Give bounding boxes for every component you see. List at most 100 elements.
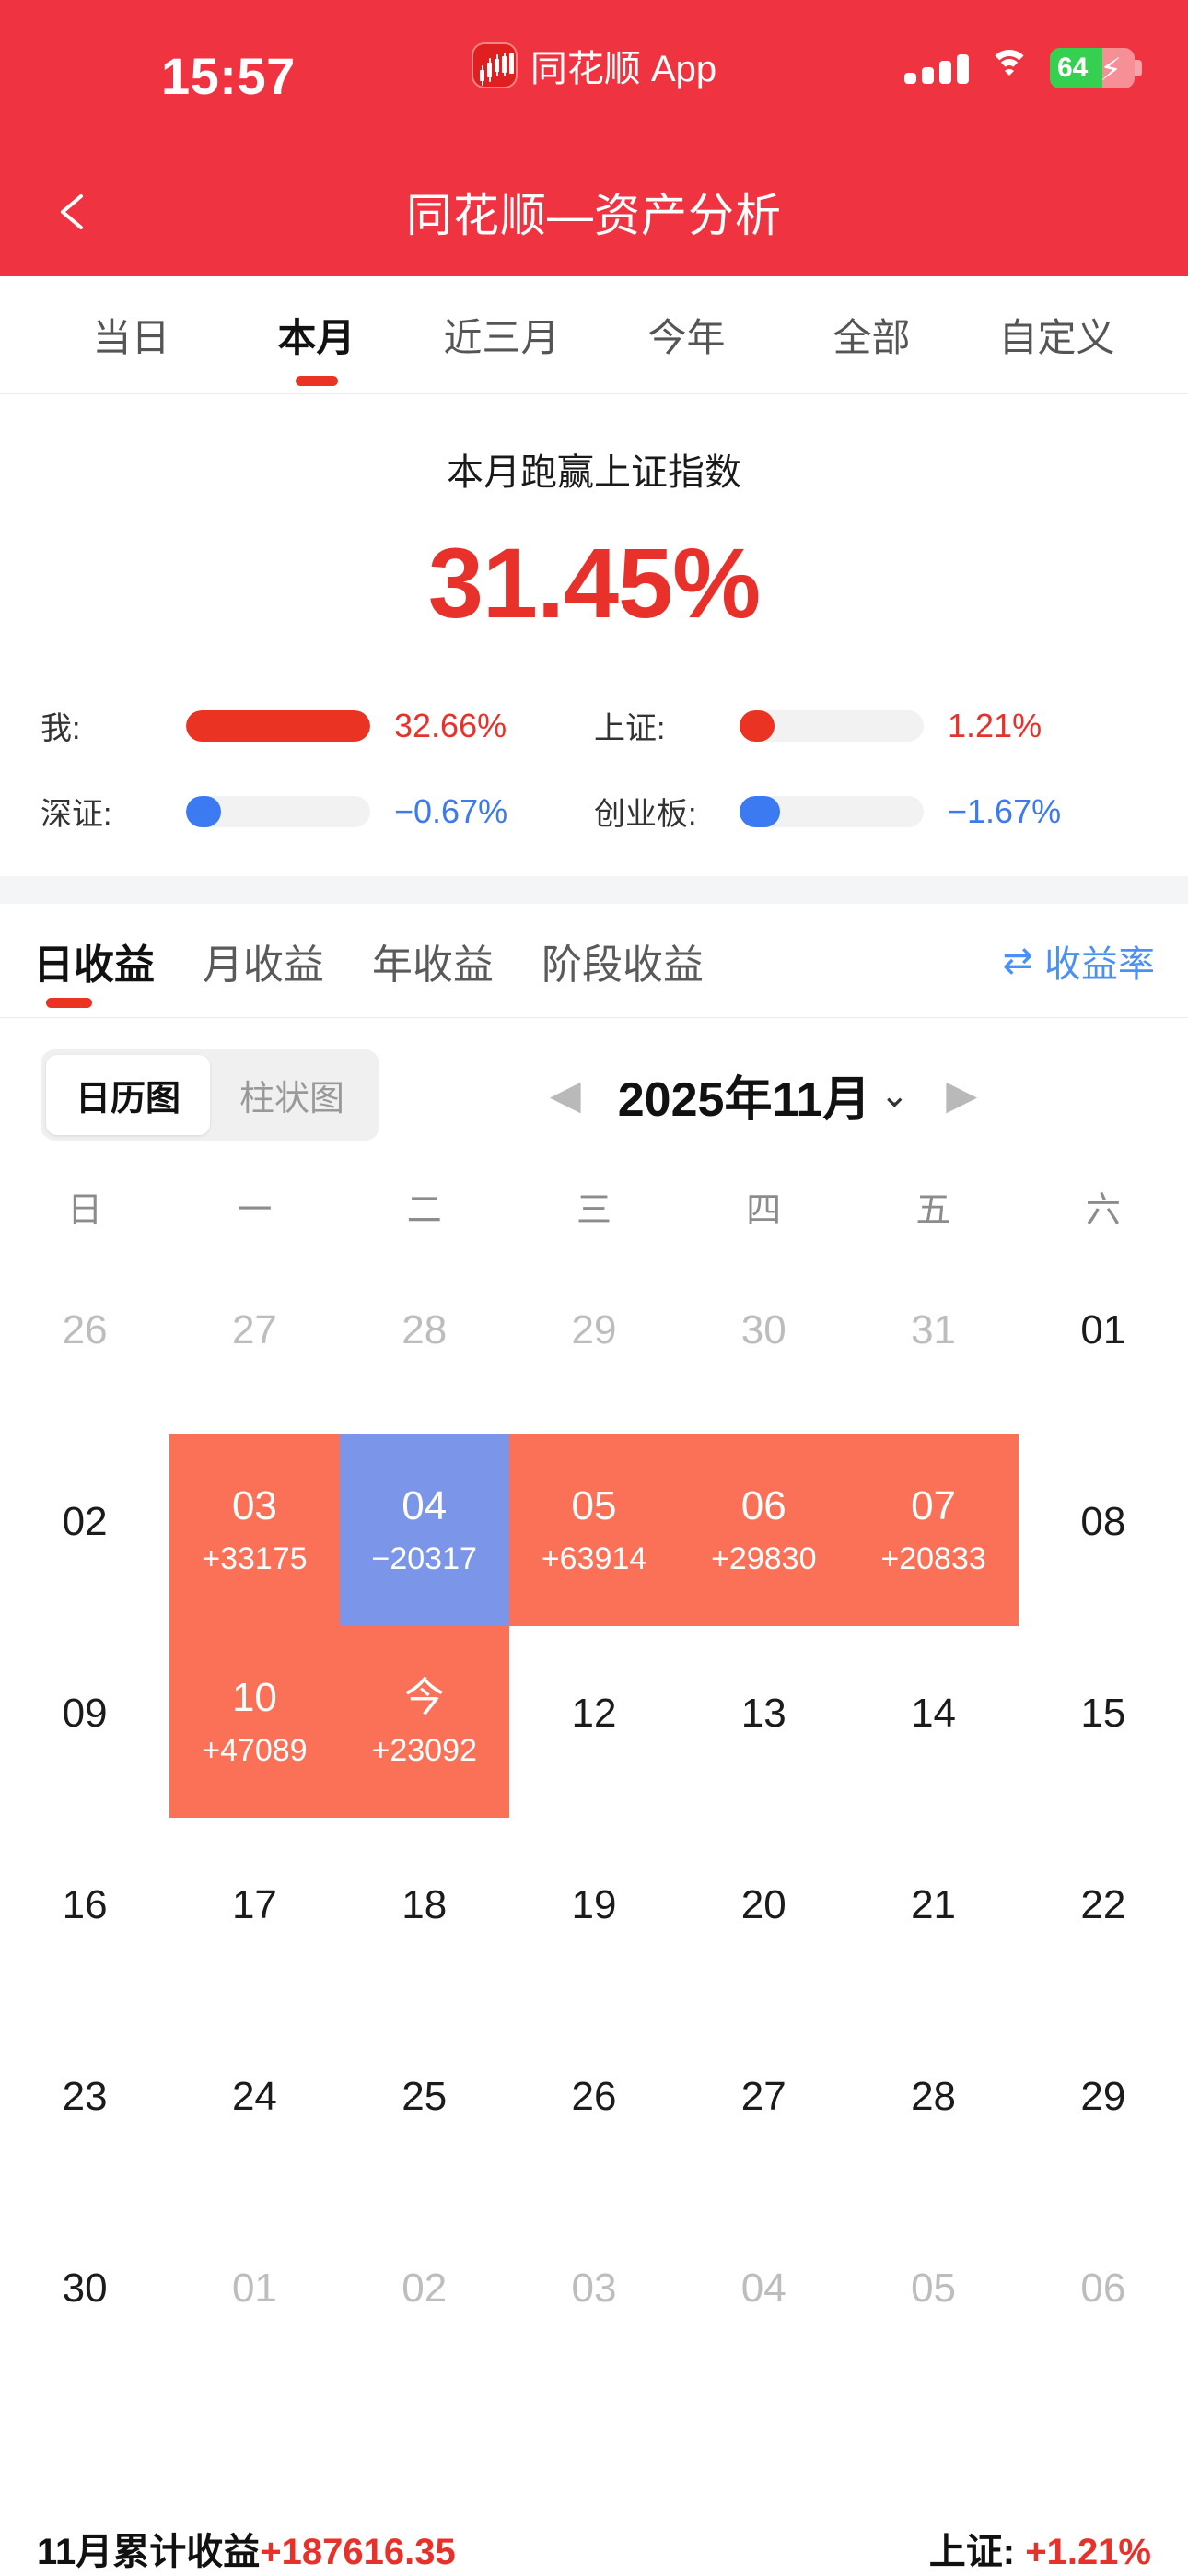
day-number: 25 <box>402 2074 448 2119</box>
calendar-week-row: 09 10 +47089 今 +23092 12 13 14 15 <box>0 1626 1188 1818</box>
view-mode-bar[interactable]: 柱状图 <box>239 1080 345 1118</box>
tab-monthly-income[interactable]: 月收益 <box>203 942 324 988</box>
calendar-day-cell[interactable]: 13 <box>679 1626 848 1818</box>
day-number: 29 <box>1080 2074 1126 2119</box>
calendar-day-cell[interactable]: 26 <box>0 1243 169 1434</box>
wifi-icon <box>987 50 1031 85</box>
status-time: 15:57 <box>161 47 296 105</box>
period-tab-this-month[interactable]: 本月 <box>224 276 409 393</box>
calendar-day-cell[interactable]: 05 <box>848 2201 1018 2393</box>
chevron-left-icon[interactable] <box>53 191 96 233</box>
day-number: 28 <box>402 1307 448 1352</box>
calendar-day-cell[interactable]: 08 <box>1019 1434 1188 1626</box>
tab-stage-income[interactable]: 阶段收益 <box>542 942 704 988</box>
calendar-day-cell[interactable]: 29 <box>509 1243 679 1434</box>
calendar-day-cell[interactable]: 23 <box>0 2009 169 2201</box>
calendar-day-cell[interactable]: 26 <box>509 2009 679 2201</box>
income-calendar: 日 一 二 三 四 五 六 26 27 28 29 30 31 01 02 03… <box>0 1165 1188 2393</box>
calendar-day-cell[interactable]: 21 <box>848 1818 1018 2009</box>
calendar-day-cell[interactable]: 10 +47089 <box>169 1626 340 1818</box>
month-selector[interactable]: 2025年11月 ⌄ <box>618 1060 910 1130</box>
day-number: 30 <box>740 1307 786 1352</box>
period-tab-all[interactable]: 全部 <box>833 316 911 359</box>
calendar-day-cell[interactable]: 02 <box>0 1434 169 1626</box>
calendar-day-cell[interactable]: 30 <box>679 1243 848 1434</box>
calendar-day-cell[interactable]: 27 <box>679 2009 848 2201</box>
period-tab-this-year[interactable]: 今年 <box>647 316 726 359</box>
calendar-day-cell[interactable]: 06 +29830 <box>679 1434 849 1626</box>
triangle-right-icon[interactable]: ▶ <box>946 1071 978 1118</box>
calendar-day-cell[interactable]: 05 +63914 <box>508 1434 680 1626</box>
calendar-day-cell[interactable]: 17 <box>169 1818 339 2009</box>
day-value: −20317 <box>371 1541 477 1576</box>
calendar-day-cell[interactable]: 02 <box>340 2201 509 2393</box>
calendar-day-cell[interactable]: 06 <box>1019 2201 1188 2393</box>
period-tab-three-months[interactable]: 近三月 <box>443 316 560 359</box>
battery-percent: 64 <box>1057 53 1089 83</box>
lightning-bolt-icon: ⚡ <box>1100 53 1122 88</box>
calendar-day-cell[interactable]: 28 <box>848 2009 1018 2201</box>
tab-yearly-income[interactable]: 年收益 <box>372 942 494 988</box>
calendar-day-cell[interactable]: 31 <box>848 1243 1018 1434</box>
section-divider <box>0 876 1188 904</box>
day-number: 10 <box>231 1675 277 1720</box>
day-number: 08 <box>1080 1499 1126 1544</box>
calendar-day-cell[interactable]: 07 +20833 <box>848 1434 1019 1626</box>
day-number: 04 <box>740 2266 786 2311</box>
view-mode-calendar[interactable]: 日历图 <box>46 1055 211 1135</box>
day-number: 23 <box>62 2074 108 2119</box>
calendar-day-cell[interactable]: 16 <box>0 1818 169 2009</box>
triangle-left-icon[interactable]: ◀ <box>549 1071 581 1118</box>
tab-daily-income[interactable]: 日收益 <box>33 904 155 1017</box>
battery-icon: 64 ⚡ <box>1050 48 1142 88</box>
period-tab-custom[interactable]: 自定义 <box>998 316 1115 359</box>
calendar-day-cell[interactable]: 15 <box>1019 1626 1188 1818</box>
period-tab-today[interactable]: 当日 <box>92 316 170 359</box>
day-number: 28 <box>911 2074 957 2119</box>
swap-arrows-icon: ⇄ <box>1002 940 1033 981</box>
calendar-day-cell[interactable]: 19 <box>509 1818 679 2009</box>
return-rate-label: 收益率 <box>1044 943 1155 985</box>
day-number: 19 <box>571 1882 617 1927</box>
weekday-sun: 日 <box>67 1191 103 1230</box>
calendar-day-cell[interactable]: 03 <box>509 2201 679 2393</box>
calendar-day-cell[interactable]: 04 −20317 <box>339 1434 509 1626</box>
footer-left-label: 11月累计收益 <box>37 2532 261 2572</box>
comparison-bar <box>740 709 924 742</box>
calendar-day-cell[interactable]: 29 <box>1019 2009 1188 2201</box>
calendar-day-cell[interactable]: 25 <box>340 2009 509 2201</box>
calendar-day-cell[interactable]: 12 <box>509 1626 679 1818</box>
calendar-day-cell[interactable]: 24 <box>169 2009 339 2201</box>
month-navigator: ◀ 2025年11月 ⌄ ▶ <box>379 1060 1147 1130</box>
calendar-day-cell[interactable]: 20 <box>679 1818 848 2009</box>
summary-value: 31.45% <box>427 527 761 638</box>
calendar-day-cell[interactable]: 09 <box>0 1626 169 1818</box>
calendar-weekday-header: 日 一 二 三 四 五 六 <box>0 1165 1188 1243</box>
day-number: 09 <box>62 1691 108 1736</box>
day-value: +47089 <box>202 1733 308 1768</box>
calendar-day-cell[interactable]: 01 <box>1019 1243 1188 1434</box>
status-app-indicator: 同花顺 App <box>0 39 1188 92</box>
weekday-fri: 五 <box>915 1191 951 1230</box>
calendar-day-cell[interactable]: 27 <box>169 1243 339 1434</box>
calendar-day-cell[interactable]: 04 <box>679 2201 848 2393</box>
calendar-week-row: 16 17 18 19 20 21 22 <box>0 1818 1188 2009</box>
calendar-day-cell[interactable]: 01 <box>169 2201 339 2393</box>
comparison-value: 32.66% <box>394 706 507 744</box>
calendar-day-cell[interactable]: 30 <box>0 2201 169 2393</box>
month-label: 2025年11月 <box>617 1073 871 1127</box>
calendar-week-row: 26 27 28 29 30 31 01 <box>0 1243 1188 1434</box>
calendar-day-cell[interactable]: 14 <box>848 1626 1018 1818</box>
chart-controls: 日历图 柱状图 ◀ 2025年11月 ⌄ ▶ <box>0 1018 1188 1165</box>
day-number: 29 <box>571 1307 617 1352</box>
calendar-day-cell[interactable]: 18 <box>340 1818 509 2009</box>
footer-right: 上证: +1.21% <box>929 2522 1151 2575</box>
return-rate-toggle[interactable]: ⇄ 收益率 <box>1002 934 1155 988</box>
calendar-day-cell-today[interactable]: 今 +23092 <box>339 1626 509 1818</box>
calendar-day-cell[interactable]: 03 +33175 <box>169 1434 340 1626</box>
day-value: +33175 <box>202 1541 308 1576</box>
weekday-wed: 三 <box>576 1191 611 1230</box>
calendar-day-cell[interactable]: 28 <box>340 1243 509 1434</box>
calendar-day-cell[interactable]: 22 <box>1019 1818 1188 2009</box>
cellular-signal-icon <box>904 53 969 84</box>
